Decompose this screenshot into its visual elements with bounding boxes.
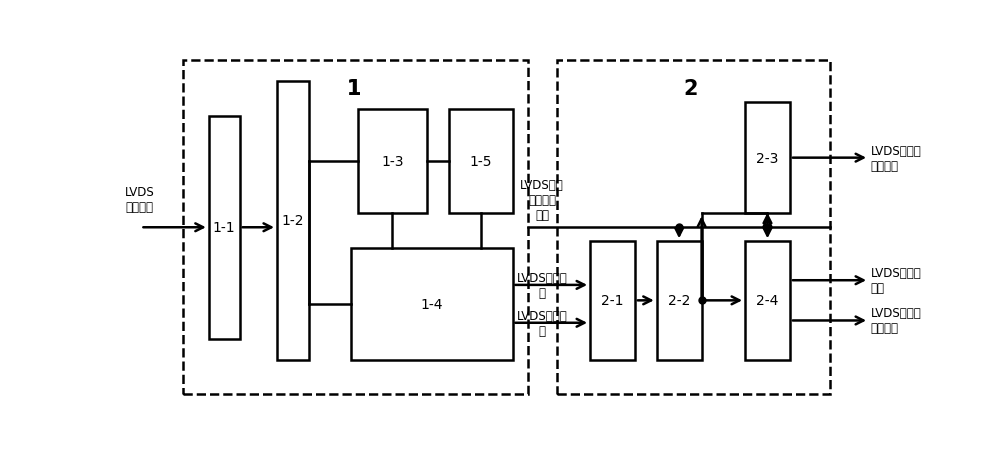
Text: 2-2: 2-2 (668, 294, 690, 308)
Text: 1-3: 1-3 (381, 155, 404, 169)
Text: 1-2: 1-2 (282, 214, 304, 228)
Text: LVDS解调数
据: LVDS解调数 据 (517, 272, 567, 299)
Text: LVDS
视频信号: LVDS 视频信号 (125, 186, 155, 214)
Text: LVDS视频源
像素时钟: LVDS视频源 像素时钟 (871, 307, 921, 335)
Bar (351, 249, 512, 360)
Text: LVDS视频源
同步信号: LVDS视频源 同步信号 (871, 144, 921, 172)
Text: 2: 2 (684, 79, 698, 99)
Bar (557, 61, 830, 395)
Bar (745, 103, 790, 214)
Bar (183, 61, 528, 395)
Text: LVDS视频源
数据: LVDS视频源 数据 (871, 267, 921, 295)
Bar (657, 242, 702, 360)
Text: 2-3: 2-3 (756, 152, 779, 165)
Text: 1: 1 (346, 79, 361, 99)
Text: 1-4: 1-4 (421, 297, 443, 311)
Bar (277, 82, 309, 360)
Bar (590, 242, 635, 360)
Text: 1-1: 1-1 (213, 221, 236, 235)
Text: LVDS像素时
钟: LVDS像素时 钟 (517, 309, 567, 337)
Bar (209, 117, 240, 339)
Text: 2-4: 2-4 (756, 294, 779, 308)
Bar (358, 110, 427, 214)
Bar (745, 242, 790, 360)
Text: 1: 1 (346, 79, 361, 99)
Text: 1-5: 1-5 (469, 155, 492, 169)
Bar (449, 110, 512, 214)
Text: 2-1: 2-1 (601, 294, 624, 308)
Text: LVDS视频
解码控制
信号: LVDS视频 解码控制 信号 (520, 179, 564, 221)
